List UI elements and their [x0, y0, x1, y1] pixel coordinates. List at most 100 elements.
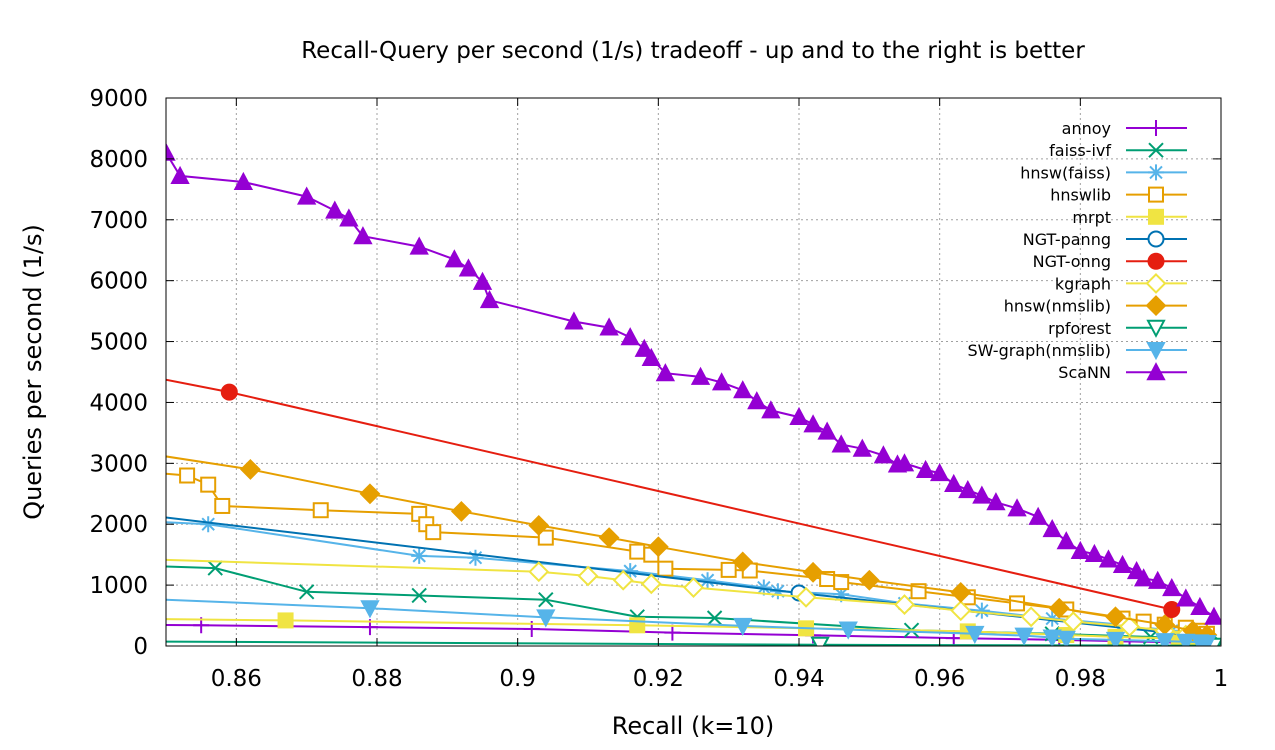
data-point [312, 502, 329, 519]
data-point [699, 572, 716, 589]
data-point [629, 543, 646, 560]
data-point [472, 271, 493, 290]
data-point [528, 561, 550, 583]
data-point [817, 421, 837, 440]
data-point [1176, 633, 1196, 646]
data-point [833, 586, 850, 603]
series-line [166, 152, 1215, 618]
legend-label: hnsw(faiss) [1020, 163, 1111, 182]
data-point [1084, 543, 1105, 563]
x-tick-label: 0.9 [499, 666, 536, 692]
data-point [1028, 506, 1048, 525]
data-point [711, 372, 732, 391]
data-point [458, 258, 479, 277]
data-point [528, 515, 550, 536]
data-point [810, 636, 830, 646]
series-kgraph [166, 558, 1197, 646]
data-point [233, 171, 254, 191]
chart-title: Recall-Query per second (1/s) tradeoff -… [301, 38, 1085, 64]
data-point [634, 338, 654, 357]
data-point [599, 317, 619, 336]
series-line [166, 640, 1215, 646]
data-point [647, 536, 669, 558]
data-point [1204, 606, 1221, 625]
data-point [1056, 531, 1076, 550]
legend-label: ScaNN [1058, 363, 1111, 382]
legend-label: hnsw(nmslib) [1004, 297, 1111, 316]
data-point [838, 621, 858, 640]
data-point [657, 560, 674, 577]
data-point [930, 462, 950, 482]
data-point [858, 569, 880, 591]
data-point [537, 529, 554, 546]
data-point [1056, 630, 1076, 646]
data-point [536, 609, 556, 628]
data-point [1197, 634, 1217, 646]
legend: annoy faiss-ivf hnsw(faiss) hnswlib mrpt NGT-… [967, 119, 1187, 382]
data-point [450, 501, 472, 522]
series-sw-graph-nmslib- [166, 598, 1217, 646]
data-point [973, 602, 990, 619]
y-tick-label: 9000 [89, 86, 148, 112]
data-point [833, 574, 850, 591]
y-tick-label: 0 [133, 634, 148, 660]
data-point [1163, 600, 1181, 618]
data-point [664, 624, 681, 641]
data-point [1048, 597, 1070, 619]
data-point [944, 473, 964, 493]
legend-marker [1146, 319, 1166, 338]
data-point [359, 483, 381, 505]
legend-entry: rpforest [1048, 319, 1187, 338]
y-tick-label: 2000 [89, 512, 148, 538]
legend-entry: annoy [1062, 119, 1187, 138]
data-point [950, 582, 972, 603]
data-point [747, 391, 767, 410]
data-point [411, 587, 427, 604]
data-point [1070, 540, 1090, 560]
data-point [802, 561, 824, 583]
data-point [479, 290, 500, 309]
series-line [166, 558, 1186, 636]
data-point [1042, 518, 1062, 538]
x-tick-label: 1 [1214, 666, 1229, 692]
data-point [409, 236, 429, 255]
legend-label: hnswlib [1050, 186, 1111, 205]
data-point [166, 142, 176, 161]
data-point [622, 563, 639, 580]
legend-marker [1146, 342, 1166, 361]
data-point [915, 459, 936, 479]
data-point [467, 549, 484, 566]
data-point [1105, 631, 1126, 646]
legend-entry: NGT-onng [1033, 252, 1187, 271]
x-tick-label: 0.88 [351, 666, 402, 692]
legend-label: faiss-ivf [1049, 141, 1111, 160]
data-point [214, 497, 231, 514]
data-point [965, 625, 985, 644]
y-tick-label: 4000 [89, 390, 148, 416]
legend-marker [1147, 230, 1165, 248]
data-point [170, 165, 190, 184]
data-point [1112, 554, 1133, 574]
legend-entry: hnsw(nmslib) [1004, 295, 1187, 317]
data-point [831, 434, 851, 453]
data-point [339, 208, 359, 227]
y-tick-label: 8000 [89, 147, 148, 173]
series-line [166, 455, 1208, 636]
series-layer [166, 142, 1221, 646]
y-tick-label: 5000 [89, 330, 148, 356]
legend-label: mrpt [1072, 208, 1111, 227]
legend-marker [1148, 208, 1164, 225]
data-point [1042, 629, 1062, 646]
data-point [972, 485, 992, 504]
data-point [761, 400, 781, 419]
data-point [733, 380, 753, 399]
data-point [1190, 596, 1210, 616]
data-point [1133, 568, 1154, 587]
data-point [986, 492, 1006, 511]
legend-label: SW-graph(nmslib) [967, 341, 1111, 360]
legend-marker [1148, 186, 1164, 203]
data-point [1162, 578, 1182, 597]
legend-label: NGT-panng [1023, 230, 1111, 249]
data-point [1176, 588, 1196, 607]
data-point [207, 560, 223, 576]
